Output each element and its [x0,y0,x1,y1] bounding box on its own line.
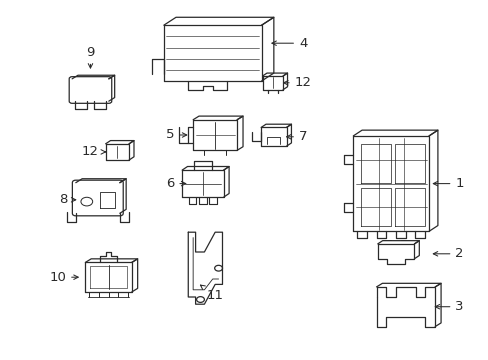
Text: 2: 2 [432,247,463,260]
Text: 9: 9 [86,46,95,68]
Text: 12: 12 [82,145,105,158]
Text: 1: 1 [432,177,463,190]
FancyBboxPatch shape [69,77,111,103]
Text: 4: 4 [271,37,307,50]
Text: 5: 5 [165,129,186,141]
Text: 8: 8 [59,193,76,206]
Text: 12: 12 [283,76,311,89]
Text: 3: 3 [434,300,463,313]
Text: 7: 7 [286,130,307,143]
FancyBboxPatch shape [72,180,123,216]
Text: 10: 10 [49,271,78,284]
Text: 6: 6 [165,177,185,190]
Text: 11: 11 [200,285,223,302]
